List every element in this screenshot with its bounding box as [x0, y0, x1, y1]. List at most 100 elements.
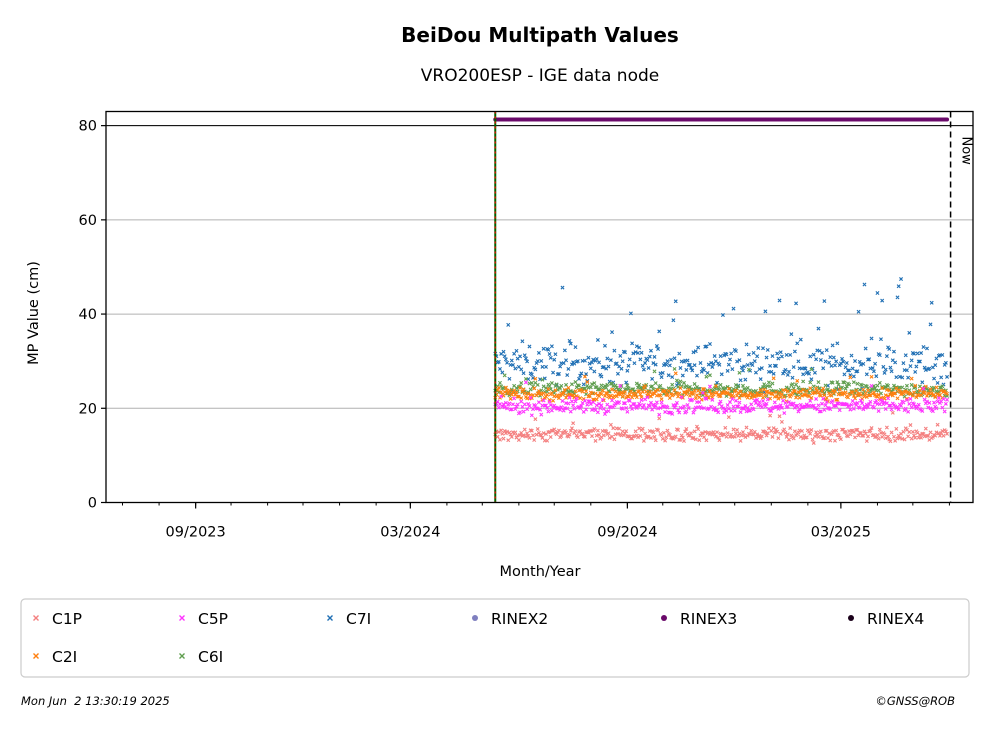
point-c5p [547, 399, 552, 404]
point-c5p [702, 406, 707, 411]
legend-label-rinex2: RINEX2 [491, 610, 548, 628]
point-c5p [934, 406, 939, 411]
point-c7i [659, 375, 664, 380]
point-c1p [564, 430, 569, 435]
point-c2i [814, 386, 819, 391]
point-c5p [572, 406, 577, 411]
point-c6i [535, 382, 540, 387]
x-tick-label: 03/2024 [380, 525, 440, 541]
point-c6i [590, 382, 594, 387]
point-c7i [513, 366, 518, 371]
point-c5p [560, 398, 565, 403]
point-c6i [509, 387, 514, 392]
point-c7i [829, 363, 834, 368]
x-tick-label: 09/2024 [597, 525, 657, 541]
point-c2i [590, 391, 594, 396]
point-c7i [539, 358, 544, 363]
point-c6i [577, 383, 582, 388]
point-c7i [759, 366, 764, 371]
point-c1p [667, 432, 672, 437]
point-c2i [791, 389, 796, 394]
point-c7i [904, 368, 909, 373]
point-c2i [507, 388, 512, 393]
point-c7i [838, 361, 843, 366]
point-c1p [753, 435, 758, 440]
point-c5p [518, 410, 523, 415]
point-c2i [835, 397, 840, 402]
point-c5p [855, 400, 860, 405]
point-c5p [549, 408, 554, 413]
legend-marker-rinex2 [472, 615, 478, 621]
point-c2i [656, 387, 661, 392]
point-c5p [602, 412, 607, 417]
point-c2i [541, 391, 546, 396]
point-c6i [618, 387, 623, 392]
point-c2i [509, 392, 514, 397]
point-c1p [818, 429, 823, 434]
point-c1p [888, 439, 893, 444]
point-c5p [737, 400, 742, 405]
point-c2i [726, 386, 731, 391]
point-c6i [543, 386, 548, 391]
point-c1p [545, 438, 550, 443]
point-c5p [828, 407, 833, 412]
point-c5p [623, 401, 628, 406]
point-c2i [731, 394, 736, 399]
point-c7i [715, 380, 720, 385]
point-c7i [575, 359, 580, 364]
point-c7i [641, 367, 646, 372]
point-c7i [699, 369, 704, 374]
legend-box [20, 598, 970, 678]
point-c7i [939, 375, 944, 380]
point-c2i [871, 390, 876, 395]
point-c1p [677, 437, 682, 442]
point-c6i [547, 384, 552, 389]
point-c5p [677, 410, 682, 415]
point-c7i [558, 364, 563, 369]
point-c1p [764, 433, 769, 438]
point-c7i [650, 376, 655, 381]
point-c6i [746, 367, 751, 372]
point-c2i [514, 390, 519, 395]
point-c1p [711, 430, 716, 435]
point-c5p [665, 405, 670, 410]
point-c7i [690, 368, 695, 373]
point-c7i [845, 368, 850, 373]
point-c7i [777, 298, 782, 303]
point-c7i [900, 375, 905, 380]
point-c5p [876, 409, 881, 414]
point-c5p [625, 409, 630, 414]
point-c7i [893, 360, 898, 365]
point-c1p [809, 427, 814, 432]
point-c1p [810, 437, 815, 442]
point-c7i [856, 309, 861, 314]
point-c6i [619, 383, 624, 388]
point-c1p [653, 438, 658, 443]
point-c2i [796, 390, 801, 395]
point-c6i [650, 384, 655, 389]
point-c6i [704, 374, 709, 379]
point-c2i [499, 389, 504, 394]
point-c2i [832, 388, 837, 393]
point-c1p [713, 434, 718, 439]
point-c1p [665, 428, 670, 433]
point-c5p [851, 406, 856, 411]
now-label: Now [959, 137, 974, 166]
point-c5p [507, 401, 512, 406]
point-c7i [894, 375, 899, 380]
point-c2i [771, 376, 776, 381]
point-c7i [618, 353, 623, 358]
y-tick-label: 60 [79, 213, 97, 229]
point-c5p [816, 403, 821, 408]
point-c7i [672, 356, 677, 361]
point-c1p [798, 434, 803, 439]
point-c6i [830, 380, 835, 385]
point-c7i [546, 347, 551, 352]
point-c2i [561, 390, 566, 395]
point-c5p [779, 405, 784, 410]
point-c5p [935, 399, 940, 404]
legend-marker-rinex3 [661, 615, 667, 621]
point-c7i [531, 375, 536, 380]
point-c1p [623, 431, 628, 436]
point-c5p [899, 403, 904, 408]
